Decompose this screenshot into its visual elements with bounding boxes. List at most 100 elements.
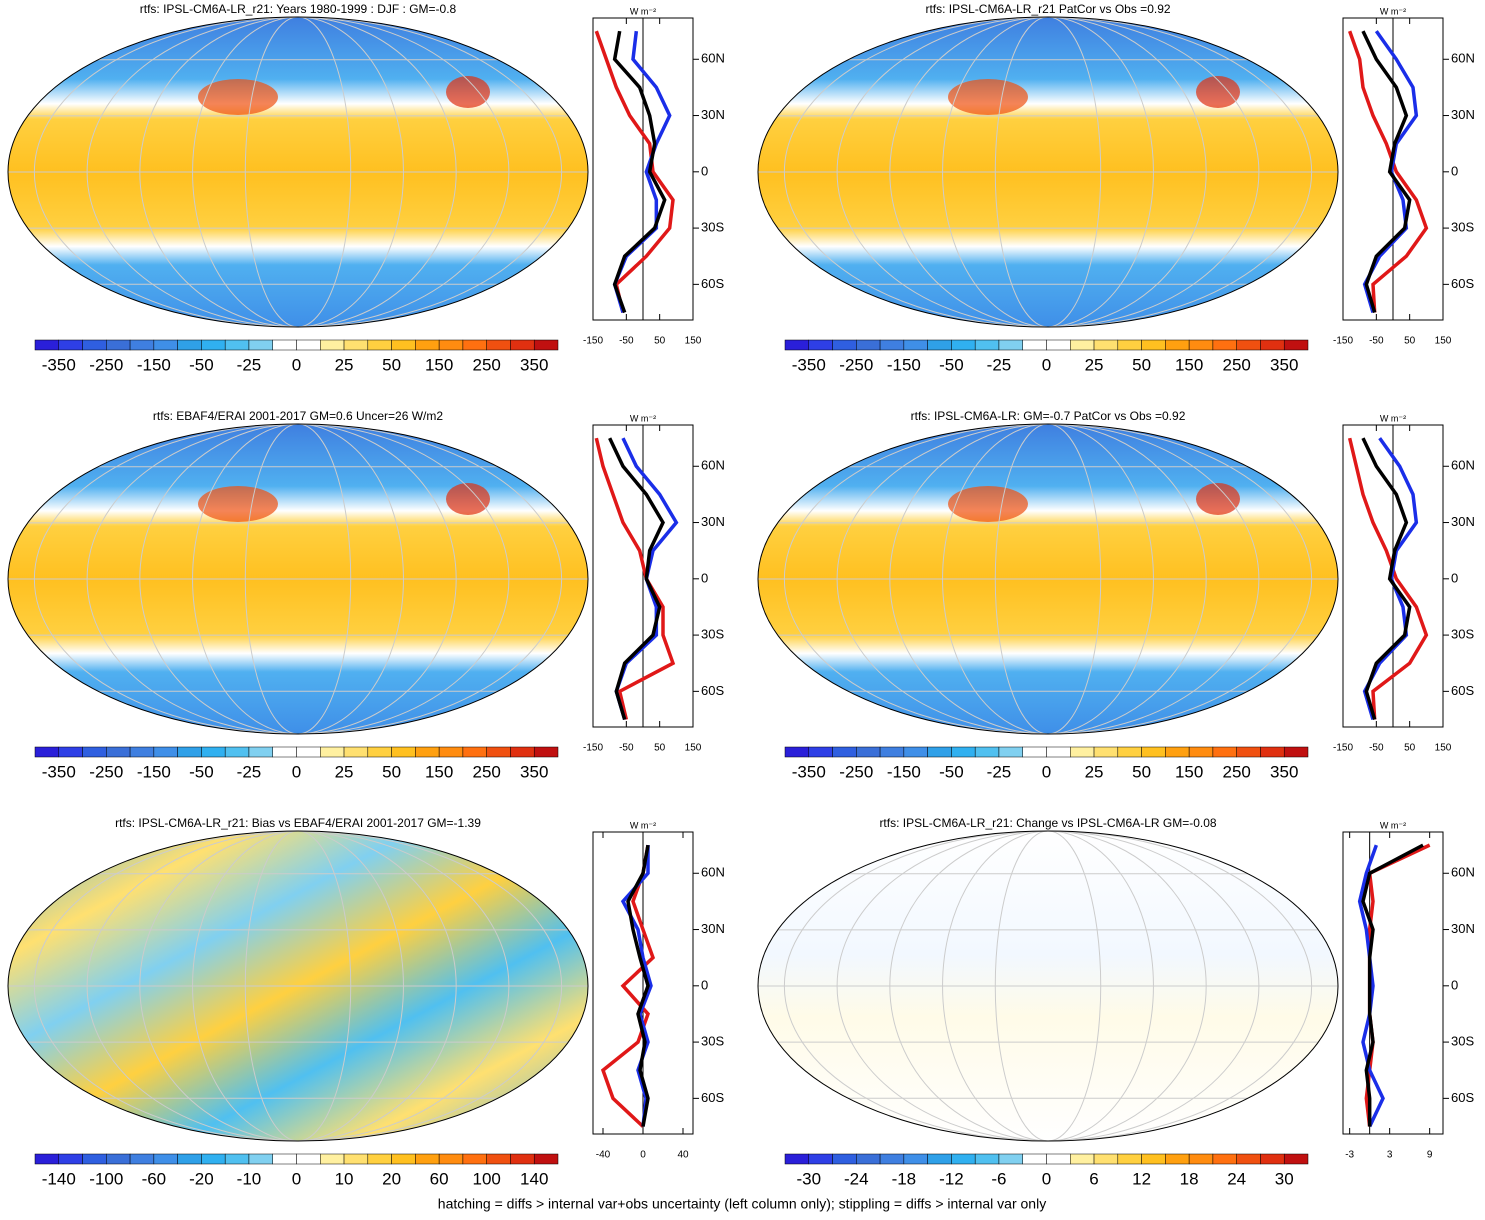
units-label: W m⁻² xyxy=(1380,413,1406,423)
colorbar-box xyxy=(951,1153,976,1165)
colorbar-box xyxy=(248,1153,273,1165)
colorbar-box xyxy=(296,746,321,758)
colorbar-label: 250 xyxy=(472,762,500,781)
colorbar-box xyxy=(391,746,416,758)
colorbar-box xyxy=(1070,746,1095,758)
footer-note: hatching = diffs > internal var+obs unce… xyxy=(438,1196,1046,1212)
colorbar-box xyxy=(82,339,107,351)
x-tick-label: 40 xyxy=(677,1150,689,1161)
colorbar-label: 50 xyxy=(382,762,401,781)
warm-pool xyxy=(948,79,1028,115)
profile-line xyxy=(612,30,667,314)
colorbar-box xyxy=(224,339,250,351)
colorbar-label: 150 xyxy=(425,355,453,374)
colorbar-box xyxy=(34,339,60,351)
colorbar-box xyxy=(1141,1153,1166,1165)
colorbar-box xyxy=(1070,339,1095,351)
colorbar-box xyxy=(224,746,250,758)
colorbar-box xyxy=(438,1153,464,1165)
colorbar-box xyxy=(1260,339,1285,351)
colorbar-box xyxy=(1283,746,1309,758)
colorbar-box xyxy=(129,339,155,351)
colorbar-label: -350 xyxy=(792,355,826,374)
colorbar-label: 50 xyxy=(1132,355,1151,374)
colorbar-label: 25 xyxy=(1085,762,1104,781)
colorbar-label: 20 xyxy=(382,1169,401,1188)
colorbar-label: 24 xyxy=(1227,1169,1246,1188)
profile-line xyxy=(594,30,675,313)
colorbar-label: -60 xyxy=(142,1169,167,1188)
colorbar-box xyxy=(415,339,440,351)
colorbar-box xyxy=(832,339,857,351)
colorbar-label: -6 xyxy=(991,1169,1006,1188)
y-tick-label: 60N xyxy=(1451,865,1475,880)
colorbar-box xyxy=(1165,1153,1190,1165)
colorbar-box xyxy=(82,746,107,758)
colorbar-label: -140 xyxy=(42,1169,76,1188)
y-tick-label: 0 xyxy=(701,977,708,992)
colorbar-box xyxy=(998,746,1023,758)
colorbar-label: -250 xyxy=(89,762,123,781)
x-tick-label: -150 xyxy=(583,336,603,347)
y-tick-label: 30S xyxy=(1451,220,1474,235)
colorbar-box xyxy=(879,339,905,351)
colorbar-box xyxy=(927,746,952,758)
colorbar-box xyxy=(415,746,440,758)
colorbar-label: 12 xyxy=(1132,1169,1151,1188)
colorbar-box xyxy=(224,1153,250,1165)
colorbar-box xyxy=(832,1153,857,1165)
colorbar-box xyxy=(1093,339,1119,351)
units-label: W m⁻² xyxy=(630,6,656,16)
x-tick-label: 150 xyxy=(1435,743,1452,754)
colorbar-label: 350 xyxy=(520,762,548,781)
y-tick-label: 30N xyxy=(701,921,725,936)
x-tick-label: 50 xyxy=(654,743,666,754)
colorbar-label: 350 xyxy=(1270,762,1298,781)
profile-line xyxy=(1347,437,1429,720)
warm-pool xyxy=(198,79,278,115)
colorbar-box xyxy=(320,1153,345,1165)
panel-title: rtfs: IPSL-CM6A-LR: GM=-0.7 PatCor vs Ob… xyxy=(911,409,1186,423)
colorbar-label: 10 xyxy=(335,1169,354,1188)
colorbar-label: 30 xyxy=(1275,1169,1294,1188)
colorbar-box xyxy=(462,339,487,351)
x-tick-label: 150 xyxy=(1435,336,1452,347)
colorbar-box xyxy=(129,1153,155,1165)
panel-title: rtfs: IPSL-CM6A-LR_r21 PatCor vs Obs =0.… xyxy=(925,2,1170,16)
y-tick-label: 60S xyxy=(701,1090,724,1105)
colorbar-box xyxy=(106,746,131,758)
warm-pool xyxy=(446,483,490,515)
colorbar-box xyxy=(486,1153,511,1165)
colorbar-label: 350 xyxy=(520,355,548,374)
colorbar-box xyxy=(201,746,226,758)
colorbar-label: 150 xyxy=(425,762,453,781)
colorbar-label: -350 xyxy=(792,762,826,781)
colorbar-label: 18 xyxy=(1180,1169,1199,1188)
y-tick-label: 60N xyxy=(701,865,725,880)
colorbar-box xyxy=(177,339,202,351)
colorbar-box xyxy=(296,339,321,351)
colorbar-box xyxy=(462,746,487,758)
profile-line xyxy=(608,437,665,720)
map-border xyxy=(7,423,589,735)
colorbar-box xyxy=(367,746,392,758)
colorbar-box xyxy=(82,1153,107,1165)
colorbar-box xyxy=(106,339,131,351)
colorbar-label: 0 xyxy=(1042,1169,1051,1188)
colorbar-box xyxy=(808,339,833,351)
colorbar-box xyxy=(58,746,83,758)
y-tick-label: 60S xyxy=(701,276,724,291)
profile-line xyxy=(600,844,656,1128)
colorbar-box xyxy=(1046,746,1071,758)
colorbar-box xyxy=(784,339,810,351)
colorbar-label: -50 xyxy=(189,762,214,781)
colorbar-box xyxy=(391,1153,416,1165)
y-tick-label: 60N xyxy=(1451,458,1475,473)
colorbar-box xyxy=(248,339,273,351)
colorbar-box xyxy=(415,1153,440,1165)
colorbar-box xyxy=(1283,1153,1309,1165)
map-border xyxy=(7,16,589,328)
colorbar-box xyxy=(533,1153,559,1165)
colorbar-box xyxy=(856,746,881,758)
colorbar-box xyxy=(510,1153,535,1165)
